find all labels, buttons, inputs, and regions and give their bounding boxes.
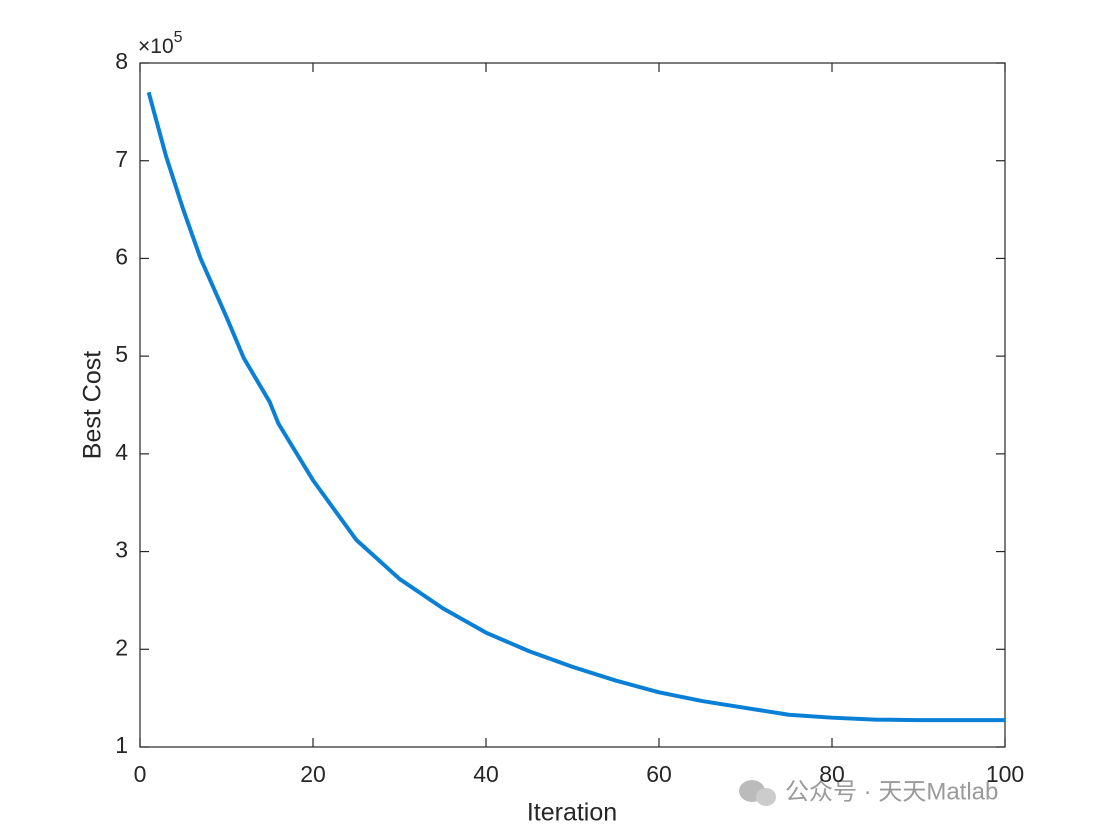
watermark-group: 公众号 · 天天Matlab [739,778,998,806]
line-series [146,91,1005,723]
y-tick-label: 8 [115,48,128,74]
x-tick-label: 20 [300,761,326,787]
y-tick-label: 4 [115,439,128,465]
y-tick-label: 6 [115,244,128,270]
y-tick-label: 1 [115,732,128,758]
x-tick-label: 80 [819,761,845,787]
y-tick-label: 5 [115,341,128,367]
x-axis-label: Iteration [527,799,617,827]
x-tick-label: 100 [986,761,1024,787]
y-multiplier: ×105 [138,29,183,57]
y-tick-label: 3 [115,537,128,563]
multiplier-power: 5 [174,29,183,46]
x-tick-label: 60 [646,761,672,787]
y-tick-label: 7 [115,146,128,172]
multiplier-base: ×10 [138,35,174,58]
x-tick-label: 0 [134,761,147,787]
watermark: 公众号 · 天天Matlab [785,778,998,805]
watermark-icon [756,788,776,806]
plot-box [139,62,1006,748]
y-tick-label: 2 [115,634,128,660]
x-tick-label: 40 [473,761,499,787]
y-axis-label: Best Cost [79,351,107,459]
